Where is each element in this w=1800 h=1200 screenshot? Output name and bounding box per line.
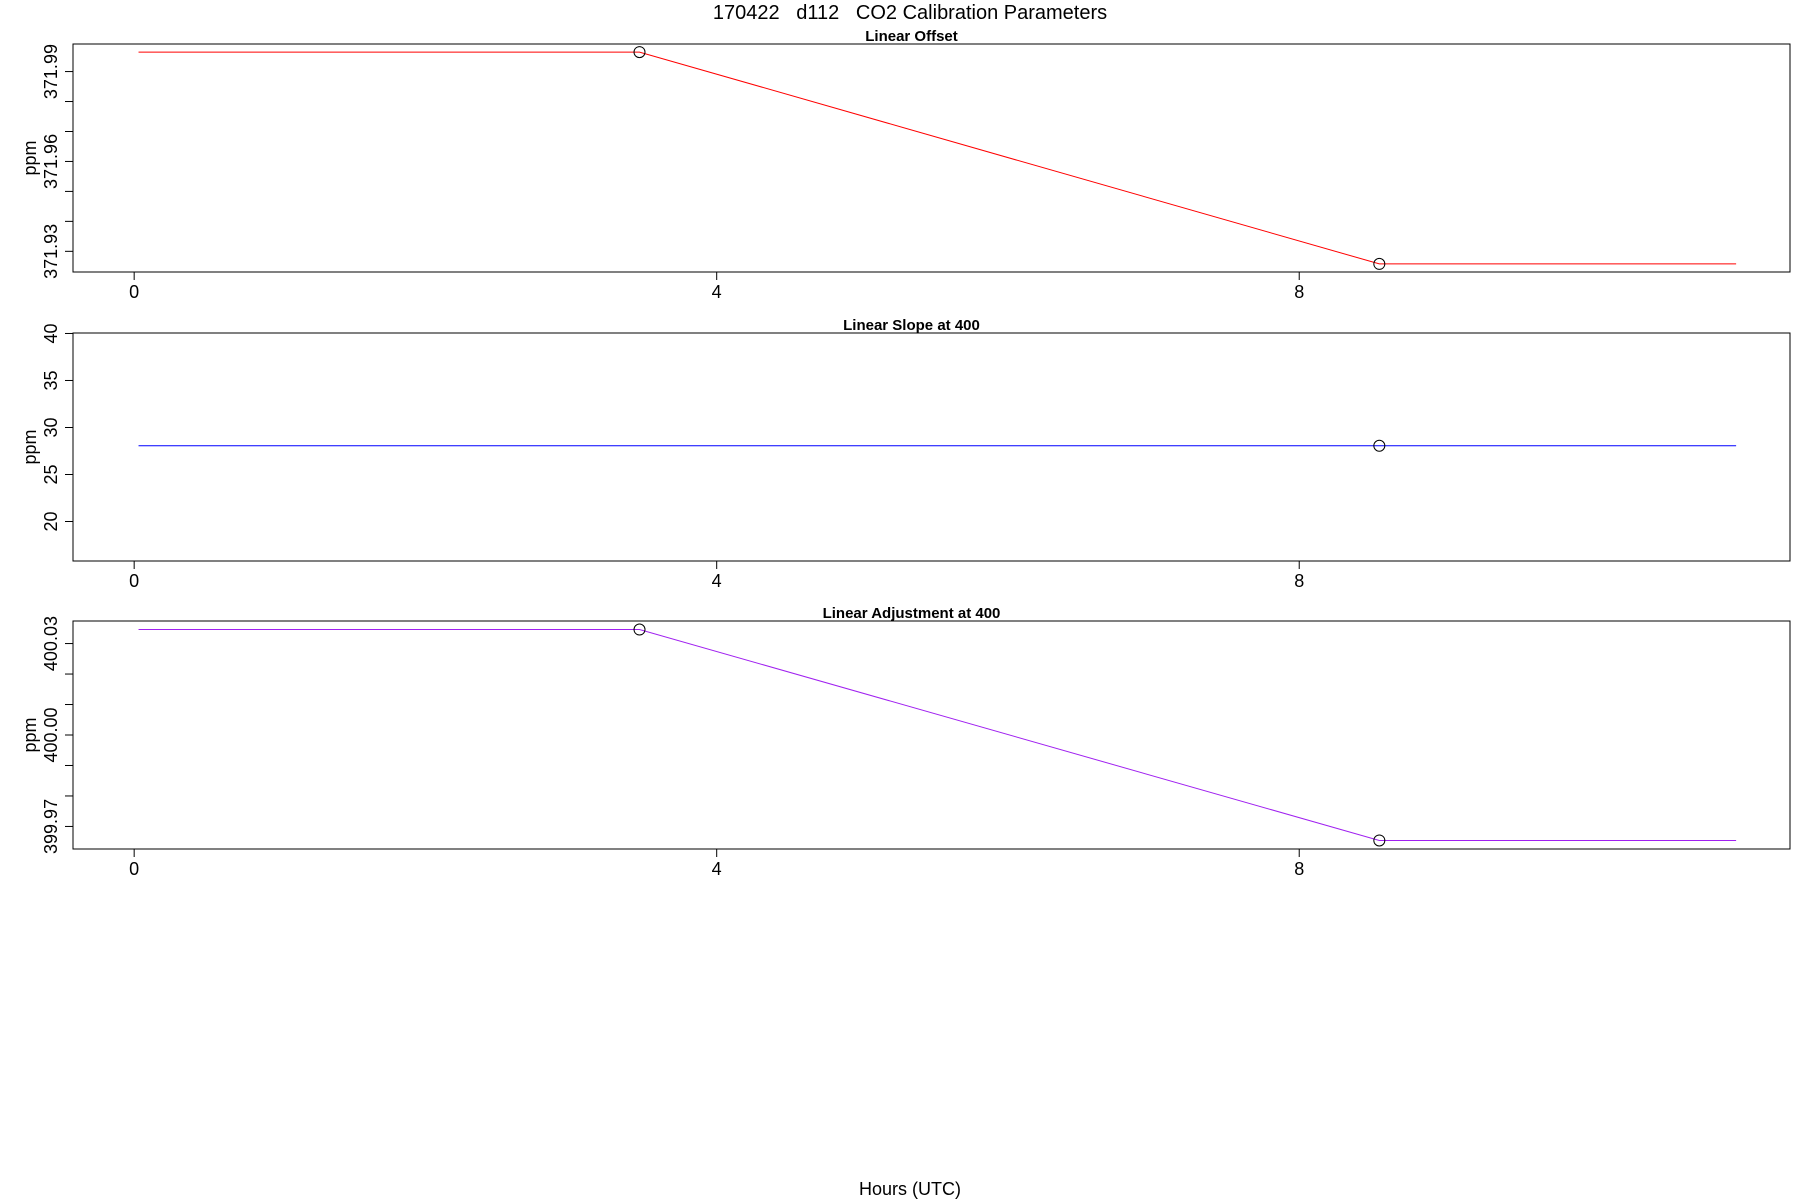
y-axis-label: ppm (20, 429, 40, 464)
series-line (138, 51, 1737, 265)
y-tick-label: 400.03 (41, 616, 61, 671)
plot-frame (72, 620, 1791, 850)
panel-title: Linear Adjustment at 400 (823, 605, 1001, 622)
x-tick-label: 8 (1294, 282, 1304, 302)
y-tick-label: 40 (41, 323, 61, 343)
chart-panel-1: Linear Offset 0 4 8 371.93 371.96 371.99 ppm (20, 28, 1791, 302)
x-tick-label: 4 (712, 571, 722, 591)
plot-frame (72, 43, 1791, 273)
calibration-point-marker (633, 46, 646, 59)
calibration-point-marker (1373, 257, 1386, 270)
x-tick-label: 8 (1294, 859, 1304, 879)
x-tick-label: 4 (712, 859, 722, 879)
y-tick-label: 400.00 (41, 707, 61, 762)
y-axis-label: ppm (20, 140, 40, 175)
calibration-point-marker (1373, 834, 1386, 847)
x-tick-label: 8 (1294, 571, 1304, 591)
series-line (138, 629, 1737, 841)
x-tick-label: 4 (712, 282, 722, 302)
calibration-point-marker (633, 623, 646, 636)
chart-panel-2: Linear Slope at 400 0 4 8 20 25 30 35 40 ppm (20, 317, 1791, 591)
panel-title: Linear Offset (865, 28, 958, 45)
y-tick-label: 20 (41, 511, 61, 531)
y-tick-label: 371.93 (41, 224, 61, 279)
figure-title: 170422 d112 CO2 Calibration Parameters (713, 2, 1107, 24)
plot-frame (72, 332, 1791, 562)
figure-x-axis-label: Hours (UTC) (859, 1179, 961, 1199)
y-tick-label: 30 (41, 417, 61, 437)
y-tick-label: 35 (41, 370, 61, 390)
y-tick-label: 371.96 (41, 134, 61, 189)
calibration-point-marker (1373, 439, 1386, 452)
y-tick-label: 399.97 (41, 799, 61, 854)
y-tick-label: 25 (41, 464, 61, 484)
y-tick-label: 371.99 (41, 44, 61, 99)
y-axis-label: ppm (20, 717, 40, 752)
x-tick-label: 0 (129, 571, 139, 591)
x-tick-label: 0 (129, 859, 139, 879)
x-tick-label: 0 (129, 282, 139, 302)
chart-panel-3: Linear Adjustment at 400 0 4 8 399.97 400.00 4… (20, 605, 1791, 879)
panel-title: Linear Slope at 400 (843, 317, 980, 334)
